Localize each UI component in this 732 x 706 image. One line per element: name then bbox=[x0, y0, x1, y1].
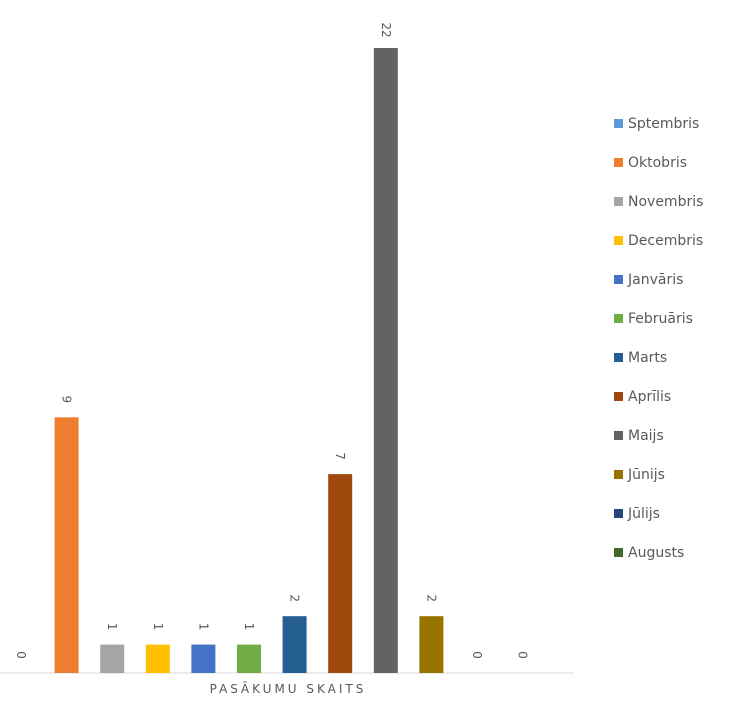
legend-item-februaris: Februāris bbox=[614, 299, 703, 338]
legend-item-marts: Marts bbox=[614, 338, 703, 377]
legend-item-sptembris: Sptembris bbox=[614, 104, 703, 143]
legend-label: Novembris bbox=[628, 193, 704, 210]
legend-swatch bbox=[614, 509, 623, 518]
legend-swatch bbox=[614, 236, 623, 245]
legend-swatch bbox=[614, 353, 623, 362]
data-label-oktobris: 9 bbox=[60, 395, 74, 403]
legend-item-junijs: Jūnijs bbox=[614, 455, 703, 494]
legend-item-novembris: Novembris bbox=[614, 182, 703, 221]
legend-item-maijs: Maijs bbox=[614, 416, 703, 455]
legend-item-oktobris: Oktobris bbox=[614, 143, 703, 182]
bar-februaris bbox=[237, 644, 261, 673]
legend-label: Oktobris bbox=[628, 154, 688, 171]
legend-label: Jūlijs bbox=[628, 505, 660, 522]
legend-item-janvaris: Janvāris bbox=[614, 260, 703, 299]
data-label-novembris: 1 bbox=[105, 623, 119, 631]
legend-label: Sptembris bbox=[628, 115, 700, 132]
legend-swatch bbox=[614, 431, 623, 440]
data-label-maijs: 22 bbox=[379, 22, 393, 37]
legend-label: Jūnijs bbox=[628, 466, 665, 483]
data-label-aprilis: 7 bbox=[333, 452, 347, 460]
bar-janvaris bbox=[191, 644, 216, 673]
bar-oktobris bbox=[54, 417, 79, 673]
legend-label: Februāris bbox=[628, 310, 693, 327]
data-label-janvaris: 1 bbox=[196, 623, 210, 631]
legend-label: Marts bbox=[628, 349, 668, 366]
data-label-julijs: 0 bbox=[470, 651, 484, 659]
legend-item-decembris: Decembris bbox=[614, 221, 703, 260]
data-label-marts: 2 bbox=[288, 594, 302, 602]
data-label-augusts: 0 bbox=[516, 651, 530, 659]
bar-marts bbox=[282, 616, 307, 673]
legend-label: Decembris bbox=[628, 232, 704, 249]
legend: Sptembris Oktobris Novembris Decembris Janvā… bbox=[614, 104, 703, 572]
legend-label: Maijs bbox=[628, 427, 664, 444]
bar-maijs bbox=[373, 48, 398, 673]
data-label-februaris: 1 bbox=[242, 623, 256, 631]
legend-swatch bbox=[614, 548, 623, 557]
legend-swatch bbox=[614, 158, 623, 167]
bar-decembris bbox=[145, 644, 170, 673]
legend-label: Augusts bbox=[628, 544, 685, 561]
legend-swatch bbox=[614, 392, 623, 401]
legend-swatch bbox=[614, 197, 623, 206]
x-axis-title: PASĀKUMU SKAITS bbox=[209, 682, 367, 696]
bars-group bbox=[54, 48, 444, 673]
legend-item-aprilis: Aprīlis bbox=[614, 377, 703, 416]
data-label-sptembris: 0 bbox=[14, 651, 28, 659]
data-label-decembris: 1 bbox=[151, 623, 165, 631]
legend-item-augusts: Augusts bbox=[614, 533, 703, 572]
legend-swatch bbox=[614, 119, 623, 128]
legend-item-julijs: Jūlijs bbox=[614, 494, 703, 533]
legend-label: Aprīlis bbox=[628, 388, 672, 405]
legend-swatch bbox=[614, 314, 623, 323]
data-label-junijs: 2 bbox=[424, 594, 438, 602]
bar-junijs bbox=[419, 616, 444, 673]
legend-swatch bbox=[614, 275, 623, 284]
legend-swatch bbox=[614, 470, 623, 479]
bar-aprilis bbox=[328, 474, 353, 673]
bar-novembris bbox=[100, 644, 125, 673]
legend-label: Janvāris bbox=[628, 271, 684, 288]
